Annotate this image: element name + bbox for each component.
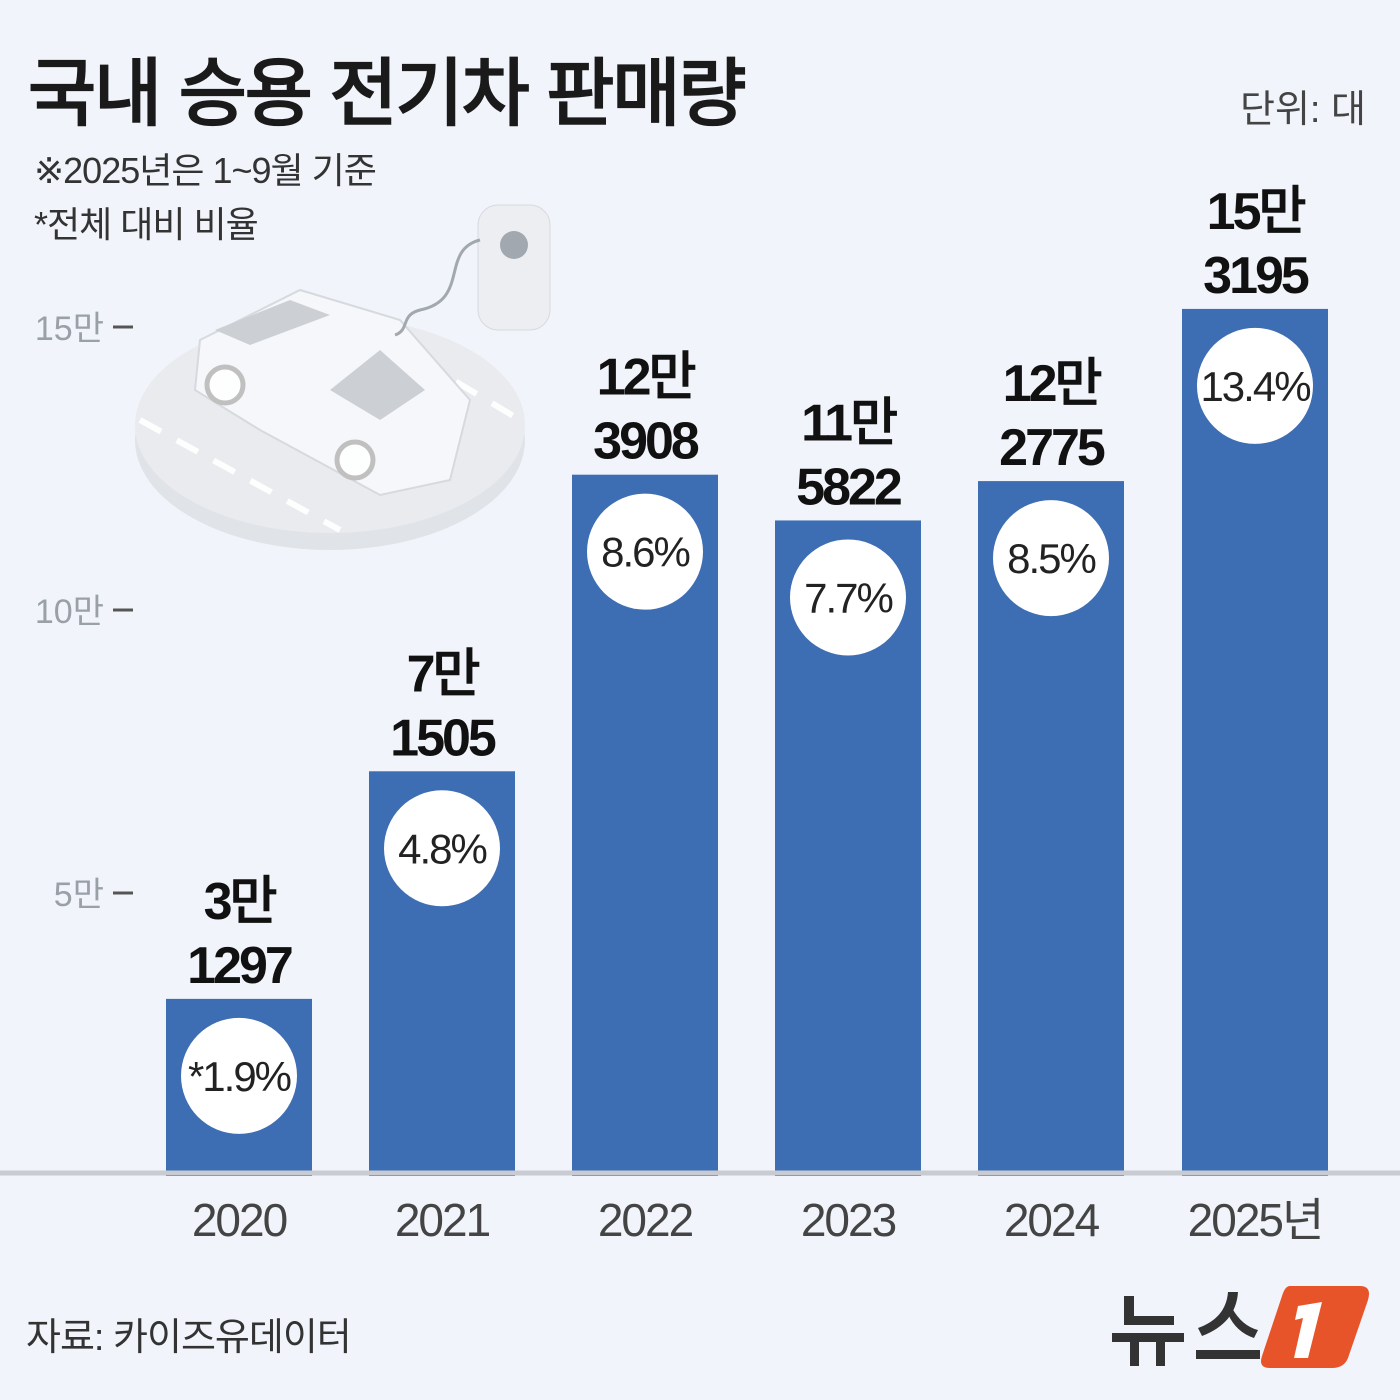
x-tick-label: 2024: [1004, 1194, 1100, 1246]
value-label-rest: 2775: [999, 419, 1105, 477]
x-tick-label: 2021: [395, 1194, 490, 1246]
y-tick-label: 5만: [54, 876, 104, 914]
value-label-rest: 1505: [390, 709, 496, 767]
value-label-rest: 5822: [796, 458, 901, 516]
value-label-man: 15만: [1207, 183, 1306, 241]
share-label: 13.4%: [1200, 363, 1310, 410]
value-label-man: 3만: [204, 873, 277, 931]
source-label: 자료: 카이즈유데이터: [26, 1317, 352, 1359]
share-circle: [587, 493, 703, 610]
value-label-man: 7만: [407, 645, 480, 703]
unit-label: 단위: 대: [1240, 89, 1366, 131]
value-label-rest: 3195: [1203, 247, 1309, 305]
note-ratio: *전체 대비 비율: [34, 204, 259, 245]
value-label-man: 12만: [1003, 355, 1102, 413]
share-label: 8.5%: [1007, 535, 1095, 582]
x-tick-label: 2025년: [1188, 1194, 1323, 1246]
x-tick-label: 2023: [801, 1194, 896, 1246]
x-tick-label: 2020: [192, 1194, 287, 1246]
y-tick-label: 10만: [35, 593, 104, 631]
share-circle: [993, 500, 1109, 617]
share-label: 4.8%: [398, 825, 486, 872]
ev-illustration: [135, 204, 551, 550]
value-label-rest: 3908: [593, 413, 699, 471]
share-circle: [1197, 327, 1313, 444]
x-tick-label: 2022: [598, 1194, 693, 1246]
share-circle: [790, 539, 906, 656]
value-label-man: 12만: [597, 349, 696, 407]
value-label-man: 11만: [801, 394, 897, 452]
chart-title: 국내 승용 전기차 판매량: [28, 52, 746, 135]
note-period: ※2025년은 1~9월 기준: [34, 150, 377, 191]
share-label: *1.9%: [188, 1053, 291, 1100]
news1-logo: [1112, 1286, 1369, 1368]
value-label-rest: 1297: [187, 937, 292, 995]
share-label: 7.7%: [804, 574, 892, 621]
bar-2025년: [1182, 308, 1328, 1177]
share-circle: [181, 1017, 297, 1134]
share-label: 8.6%: [601, 529, 689, 576]
y-tick-label: 15만: [35, 310, 104, 348]
share-circle: [384, 790, 500, 907]
